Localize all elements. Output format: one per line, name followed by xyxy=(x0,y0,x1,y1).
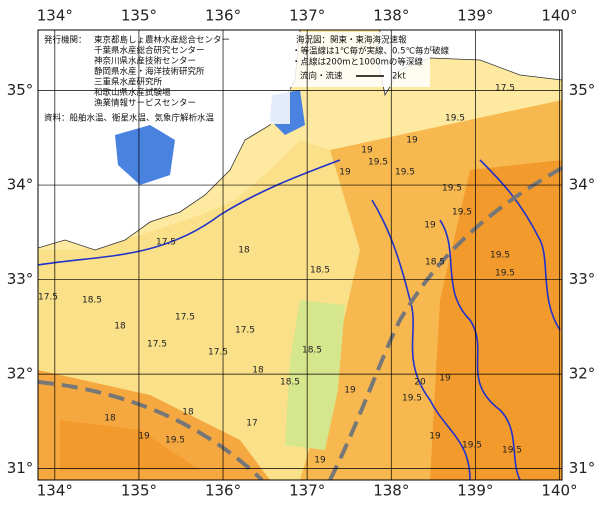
contour-label: 19.5 xyxy=(395,168,415,178)
lon-label: 137° xyxy=(289,482,325,500)
kuroshio-axis xyxy=(38,166,562,480)
contour-label: 18 xyxy=(104,414,116,424)
note: ・点線は200mと1000mの等深線 xyxy=(292,57,423,68)
contour-label: 19 xyxy=(344,386,356,396)
contour-label: 18 xyxy=(114,322,126,332)
issuer-heading: 発行機関： xyxy=(44,35,87,46)
lon-label: 135° xyxy=(121,7,157,25)
contour-label: 18.5 xyxy=(280,378,300,388)
notes-box xyxy=(290,32,430,87)
issuer: 東京都島しょ農林水産総合センター xyxy=(94,35,230,46)
contour-label: 18 xyxy=(252,366,264,376)
note: ・等温線は1℃毎が実線、0.5℃毎が破線 xyxy=(292,46,450,57)
current-legend: 流向・流速 xyxy=(300,71,343,82)
contour-label: 19 xyxy=(361,146,373,156)
issuer: 神奈川県水産技術センター xyxy=(94,56,196,67)
contour-label: 19 xyxy=(429,432,441,442)
lon-label: 138° xyxy=(373,482,409,500)
lon-label: 136° xyxy=(205,7,241,25)
contour-label: 17.5 xyxy=(147,340,167,350)
contour-label: 17.5 xyxy=(495,84,515,94)
contour-label: 18.5 xyxy=(310,266,330,276)
contour-label: 20 xyxy=(414,378,426,388)
contour-label: 19 xyxy=(138,432,150,442)
contour-label: 18 xyxy=(182,408,194,418)
contour-label: 19 xyxy=(406,136,418,146)
contour-label: 19.5 xyxy=(402,394,422,404)
lat-label: 33° xyxy=(569,270,596,288)
contour-label: 17 xyxy=(246,419,257,429)
lon-label: 134° xyxy=(37,7,73,25)
contour-label: 19.5 xyxy=(462,441,482,451)
contour-label: 19.5 xyxy=(490,251,510,261)
lat-label: 32° xyxy=(569,365,596,383)
contour-label: 18 xyxy=(238,246,250,256)
lon-label: 139° xyxy=(457,482,493,500)
contour-label: 17.5 xyxy=(156,238,176,248)
contour-label: 19.5 xyxy=(165,436,185,446)
lon-label: 139° xyxy=(457,7,493,25)
lat-label: 32° xyxy=(7,365,34,383)
contour-label: 19.5 xyxy=(495,269,515,279)
contour-label: 17.5 xyxy=(175,313,195,323)
contour-label: 19.5 xyxy=(452,208,472,218)
bay xyxy=(115,125,175,185)
lon-label: 140° xyxy=(541,482,577,500)
issuer: 漁業情報サービスセンター xyxy=(94,98,196,109)
issuer: 千葉県水産総合研究センター xyxy=(94,45,205,56)
lon-label: 136° xyxy=(205,482,241,500)
contour-label: 19.5 xyxy=(368,158,388,168)
contour-label: 19.5 xyxy=(445,114,465,124)
lon-label: 138° xyxy=(373,7,409,25)
lon-label: 134° xyxy=(37,482,73,500)
lon-label: 140° xyxy=(541,7,577,25)
issuer: 静岡県水産・海洋技術研究所 xyxy=(94,66,205,77)
map-frame xyxy=(37,29,563,481)
lat-label: 34° xyxy=(569,176,596,194)
contour-label: 18.5 xyxy=(82,296,102,306)
lat-label: 31° xyxy=(7,459,34,477)
contour-label: 19.5 xyxy=(502,446,522,456)
issuer: 和歌山県水産試験場 xyxy=(94,87,171,98)
contour-label: 18.5 xyxy=(425,258,445,268)
warm-core xyxy=(60,420,200,470)
contour-label: 19 xyxy=(424,221,436,231)
contour-label: 19 xyxy=(339,168,351,178)
issuer: 三重県水産研究所 xyxy=(94,77,163,88)
lat-label: 33° xyxy=(7,270,34,288)
contour-label: 19.5 xyxy=(442,184,462,194)
lon-label: 137° xyxy=(289,7,325,25)
lat-label: 34° xyxy=(7,176,34,194)
lon-label: 135° xyxy=(121,482,157,500)
contour-label: 17.5 xyxy=(235,326,255,336)
contour-label: 19 xyxy=(314,456,326,466)
contour-label: 18.5 xyxy=(302,346,322,356)
isobaths xyxy=(38,159,561,480)
current-speed: 2kt xyxy=(392,72,406,82)
source: 資料：船舶水温、衛星水温、気象庁解析水温 xyxy=(44,113,215,124)
note: 海況図：関東・東海海況速報 xyxy=(296,35,407,46)
contour-label: 17.5 xyxy=(208,348,228,358)
contour-label: 17.5 xyxy=(38,293,58,303)
lat-label: 31° xyxy=(569,459,596,477)
cool-water xyxy=(285,300,345,450)
lat-label: 35° xyxy=(569,81,596,99)
lat-label: 35° xyxy=(7,81,34,99)
contour-label: 19 xyxy=(439,374,451,384)
info-box xyxy=(40,32,290,124)
